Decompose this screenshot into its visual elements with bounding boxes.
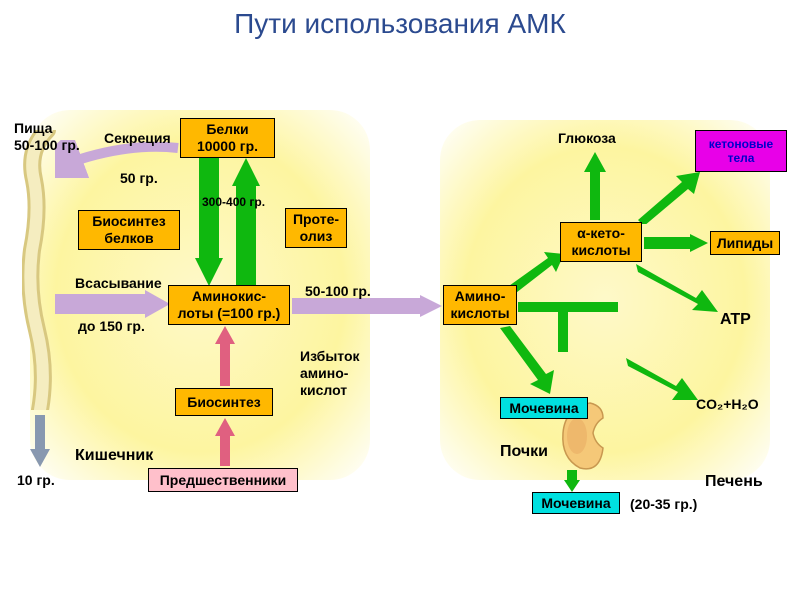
t-junction (518, 288, 628, 358)
box-amino-right: Амино- кислоты (443, 285, 517, 325)
arrow-keto-ketone (638, 172, 702, 224)
arrow-precursors-up (215, 418, 235, 466)
box-keto-acids: α-кето- кислоты (560, 222, 642, 262)
arrow-protein-up (232, 158, 260, 286)
box-ketone-bodies: кетоновые тела (695, 130, 787, 172)
page-title: Пути использования АМК (0, 8, 800, 40)
arrow-keto-atp (636, 262, 718, 314)
label-secretion: Секреция (104, 130, 171, 147)
box-amino-left: Аминокис- лоты (=100 гр.) (168, 285, 290, 325)
box-proteins: Белки 10000 гр. (180, 118, 275, 158)
arrow-keto-lipids (644, 234, 708, 252)
arrow-urea-kidney (564, 470, 580, 492)
label-300-400: 300-400 гр. (202, 195, 265, 209)
label-absorption: Всасывание (75, 275, 162, 292)
label-urea-amt: (20-35 гр.) (630, 496, 697, 513)
label-50-100: 50-100 гр. (305, 283, 371, 300)
arrow-biosynth-up (215, 326, 235, 386)
label-excess: Избыток амино- кислот (300, 348, 360, 398)
arrow-absorption (55, 290, 170, 318)
box-biosynthesis: Биосинтез (175, 388, 273, 416)
arrow-co2 (626, 356, 698, 404)
label-absorption-amt: до 150 гр. (78, 318, 145, 335)
label-liver: Печень (705, 472, 763, 491)
arrow-intestine-down (30, 415, 50, 467)
box-precursors: Предшественники (148, 468, 298, 492)
box-urea1: Мочевина (500, 397, 588, 419)
label-glucose: Глюкоза (558, 130, 616, 147)
label-atp: ATP (720, 310, 751, 329)
box-lipids: Липиды (710, 231, 780, 255)
label-10gr: 10 гр. (17, 472, 55, 489)
label-intestine: Кишечник (75, 446, 153, 465)
label-co2: CO₂+H₂O (696, 396, 759, 413)
box-proteolysis: Проте- олиз (285, 208, 347, 248)
arrow-protein-down (195, 158, 223, 286)
label-food: Пища 50-100 гр. (14, 120, 80, 154)
arrow-keto-glucose (584, 152, 606, 220)
box-urea2: Мочевина (532, 492, 620, 514)
box-biosynth-proteins: Биосинтез белков (78, 210, 180, 250)
label-kidneys: Почки (500, 442, 548, 461)
label-secretion-amt: 50 гр. (120, 170, 158, 187)
